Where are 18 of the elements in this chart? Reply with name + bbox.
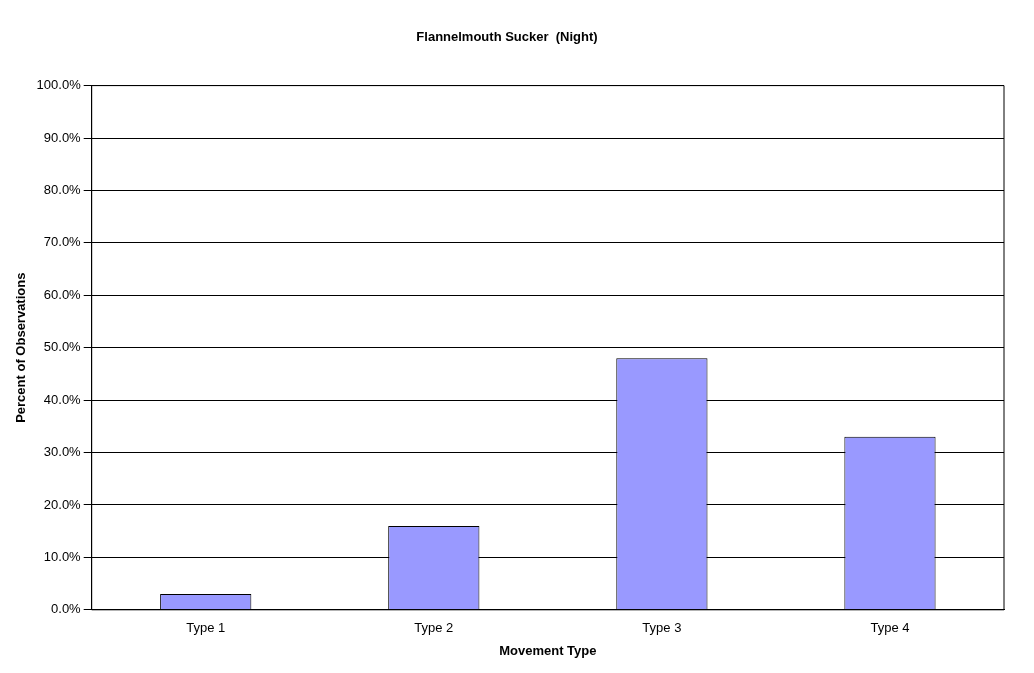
y-tick-label: 40.0% [43,391,82,407]
y-tick-label: 10.0% [43,548,82,564]
y-tick-label: 90.0% [43,129,82,145]
y-tick-label: 60.0% [43,286,82,302]
x-tick-label: Type 4 [870,620,910,636]
y-axis-title: Percent of Observations [13,272,29,423]
y-tick-label: 70.0% [43,234,82,250]
x-tick-label: Type 3 [642,620,682,636]
x-tick-label: Type 1 [186,620,226,636]
y-tick-label: 100.0% [36,77,82,93]
y-tick-label: 0.0% [51,601,82,617]
x-axis-title: Movement Type [499,642,597,658]
chart-title: Flannelmouth Sucker (Night) [416,29,598,45]
y-tick-label: 80.0% [43,182,82,198]
y-tick-label: 50.0% [43,339,82,355]
y-tick-label: 20.0% [43,496,82,512]
y-tick-label: 30.0% [43,444,82,460]
x-tick-label: Type 2 [414,620,454,636]
